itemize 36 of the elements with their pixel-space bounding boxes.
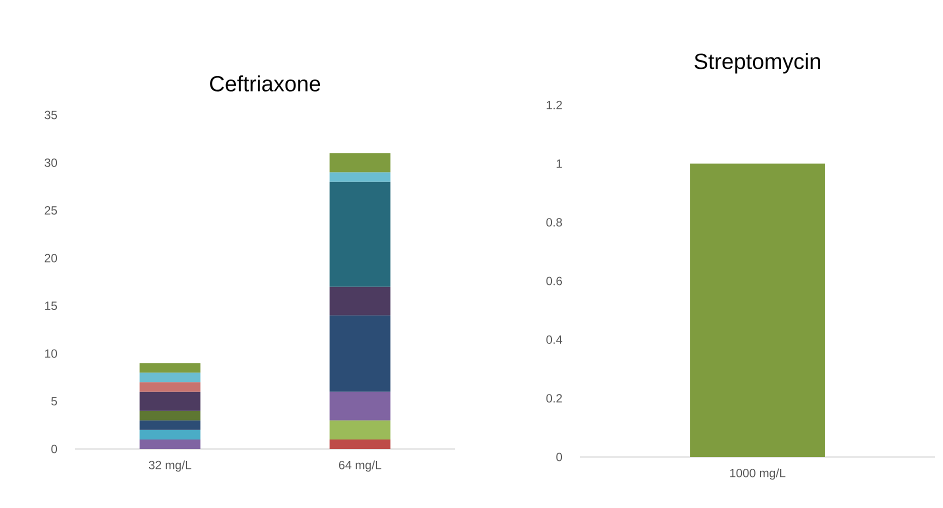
x-tick-label: 32 mg/L <box>148 460 192 472</box>
y-tick-label: 1 <box>556 160 562 168</box>
bar <box>330 439 390 449</box>
y-tick-label: 10 <box>45 349 58 358</box>
bar <box>140 372 200 382</box>
bar <box>330 420 390 440</box>
y-tick-label: 0.6 <box>546 276 562 286</box>
chart-title: Ceftriaxone <box>210 75 320 92</box>
bar <box>140 392 200 411</box>
y-tick-label: 15 <box>45 302 57 310</box>
y-tick-label: 0.4 <box>546 335 562 344</box>
bar <box>330 286 390 316</box>
bar <box>330 315 390 392</box>
bar <box>140 439 200 449</box>
bar <box>140 430 200 440</box>
chart-title: Streptomycin <box>694 53 820 74</box>
x-tick-label: 64 mg/L <box>339 460 382 472</box>
bar <box>140 420 200 430</box>
x-tick-label: 1000 mg/L <box>730 468 786 480</box>
y-tick-label: 0.8 <box>546 218 562 227</box>
y-tick-label: 1.2 <box>546 100 562 110</box>
y-tick-label: 0 <box>556 452 562 462</box>
bar <box>140 410 200 420</box>
y-tick-label: 0 <box>51 444 58 454</box>
bar <box>140 363 200 373</box>
bar <box>330 182 390 287</box>
y-tick-label: 20 <box>44 254 58 262</box>
y-tick-label: 30 <box>44 158 58 167</box>
y-tick-label: 35 <box>44 110 57 120</box>
bar <box>330 172 390 182</box>
y-tick-label: 0.2 <box>546 394 562 403</box>
y-tick-label: 25 <box>44 206 57 215</box>
bar <box>330 153 390 172</box>
bar <box>330 392 390 420</box>
bar <box>140 382 200 392</box>
y-tick-label: 5 <box>51 397 57 406</box>
